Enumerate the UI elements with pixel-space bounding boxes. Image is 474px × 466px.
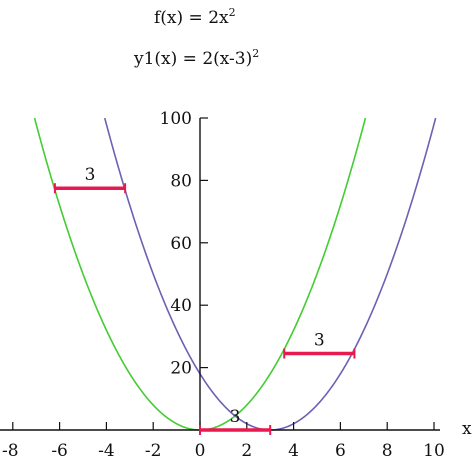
equation-f-base: f(x) = 2x	[154, 8, 229, 28]
equation-f-exponent: 2	[228, 6, 236, 19]
y-tick-label: 20	[170, 359, 192, 379]
x-tick-label: -6	[51, 441, 68, 461]
series-line-y1	[103, 117, 437, 431]
x-tick-label: 2	[241, 441, 252, 461]
equation-y1-exponent: 2	[252, 47, 260, 60]
y-tick-label: 80	[170, 171, 192, 191]
x-tick-label: 10	[423, 441, 445, 461]
y-tick-label: 100	[160, 109, 192, 129]
x-tick-label: 4	[288, 441, 299, 461]
x-tick-label: 8	[382, 441, 393, 461]
axes-layer: -8 -6 -4 -2 0 2 4 6 8 10 20 40 60 80 100 x	[0, 109, 472, 461]
shift-label: 3	[314, 331, 325, 351]
shift-label: 3	[230, 407, 241, 427]
shift-label: 3	[85, 165, 96, 185]
x-tick-label: -2	[145, 441, 162, 461]
x-axis-label: x	[462, 419, 472, 439]
x-tick-label: 0	[195, 441, 206, 461]
annotations-layer: 3 3 3	[53, 165, 356, 435]
y-tick-label: 40	[170, 296, 192, 316]
x-tick-label: 6	[335, 441, 346, 461]
y-tick-label: 60	[170, 234, 192, 254]
equation-y1: y1(x) = 2(x-3)2	[134, 47, 260, 69]
equation-y1-base: y1(x) = 2(x-3)	[134, 49, 253, 69]
equation-f: f(x) = 2x2	[154, 6, 236, 28]
x-tick-label: -4	[98, 441, 115, 461]
x-tick-label: -8	[2, 441, 19, 461]
